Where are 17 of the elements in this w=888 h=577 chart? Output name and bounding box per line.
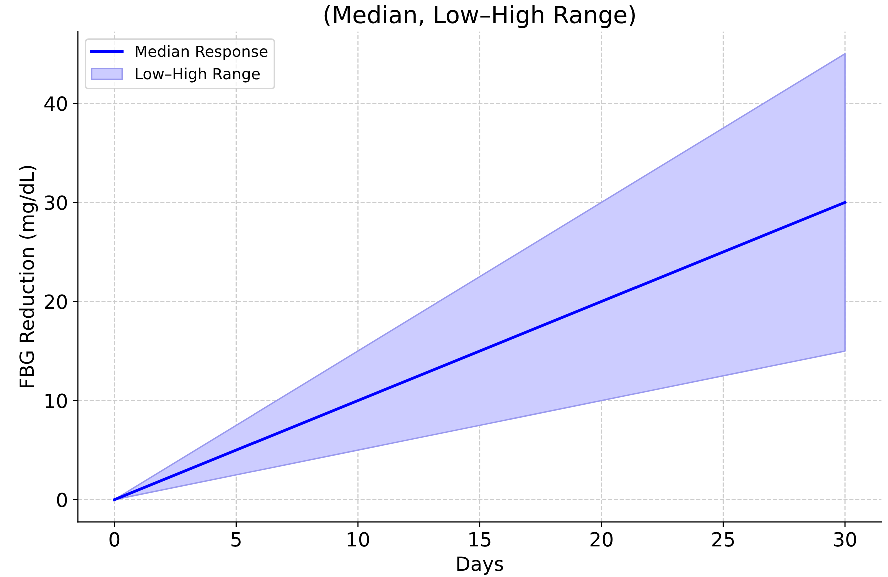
- y-tick-label: 0: [57, 492, 68, 508]
- y-axis-title: FBG Reduction (mg/dL): [19, 166, 38, 388]
- x-axis-title: Days: [458, 556, 504, 576]
- x-tick-label: 20: [590, 532, 613, 547]
- y-tick-label: 10: [46, 394, 68, 408]
- x-tick-label: 30: [834, 532, 856, 547]
- legend-label: Median Response: [136, 45, 268, 60]
- x-tick-label: 0: [110, 532, 120, 547]
- chart-title: (Median, Low–High Range): [324, 5, 636, 28]
- y-tick-label: 30: [45, 196, 68, 210]
- legend-label: Low–High Range: [136, 68, 260, 83]
- y-tick-label: 40: [44, 96, 68, 112]
- x-tick-label: 15: [470, 532, 491, 547]
- x-tick-label: 5: [232, 532, 241, 547]
- y-tick-label: 20: [45, 294, 68, 310]
- x-tick-label: 10: [348, 532, 370, 547]
- x-tick-label: 25: [712, 532, 734, 547]
